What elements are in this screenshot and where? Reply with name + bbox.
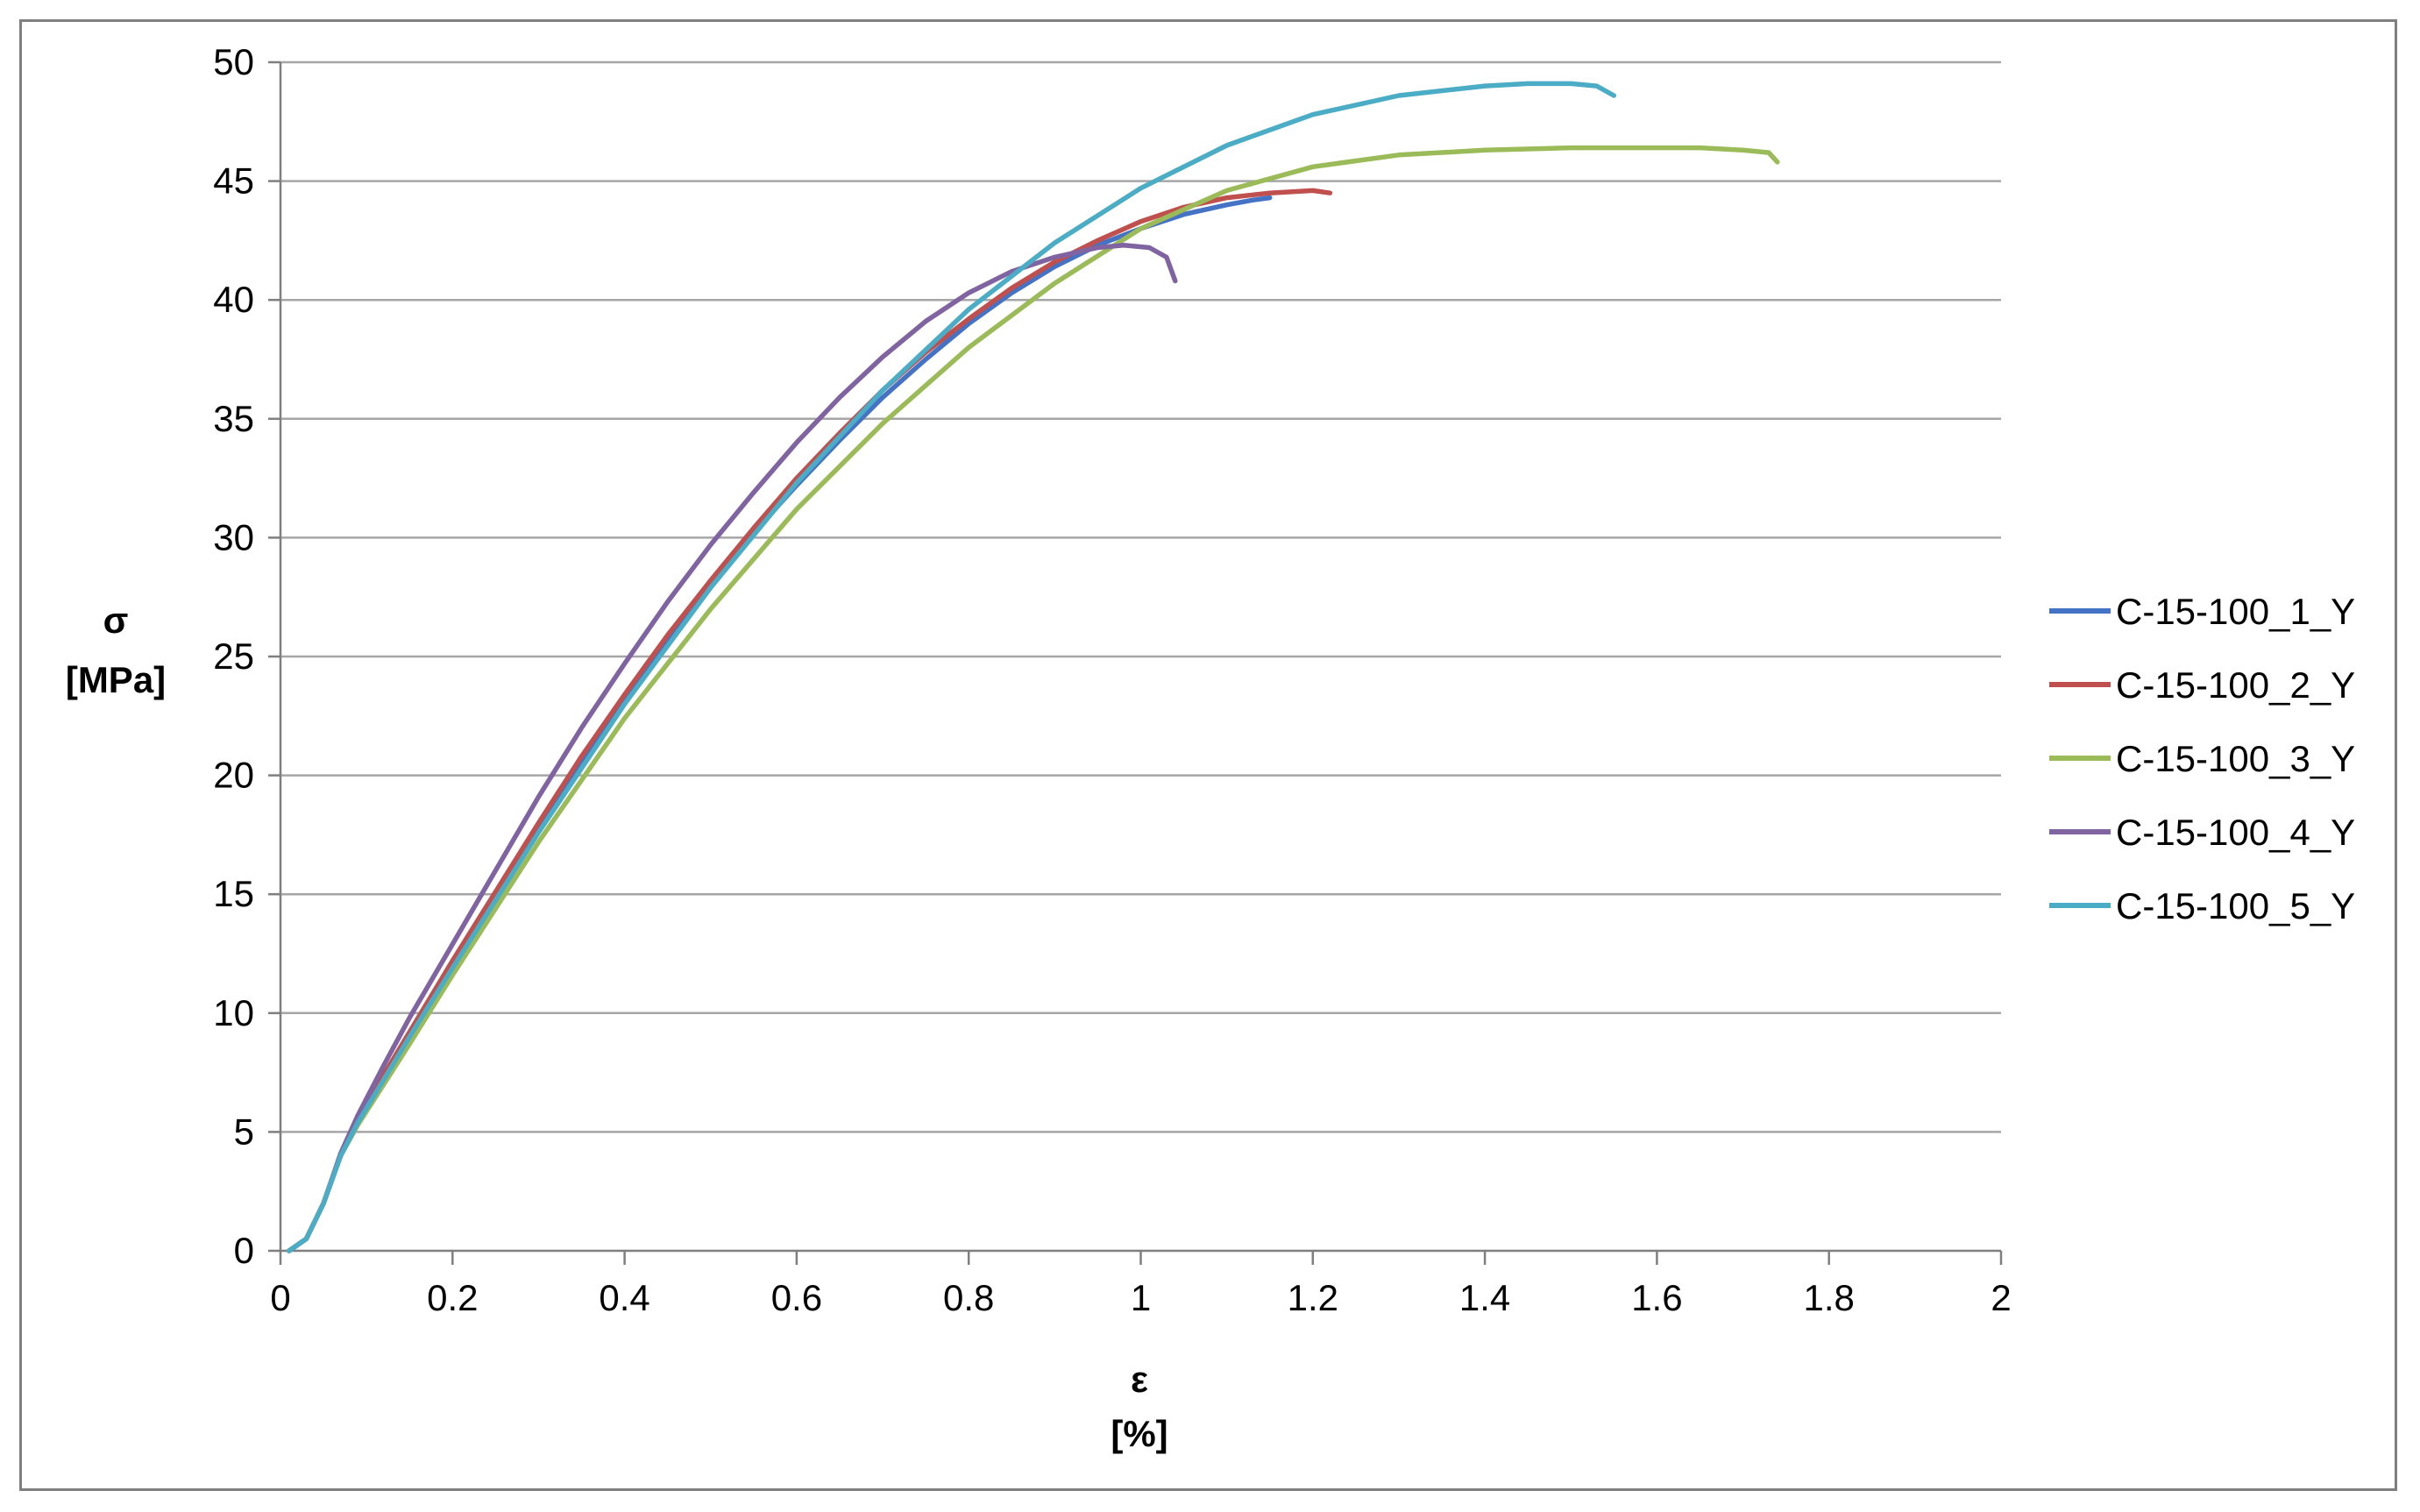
- legend-label: C-15-100_2_Y: [2116, 664, 2355, 706]
- x-tick-label: 0.8: [943, 1277, 994, 1318]
- x-tick-label: 1.8: [1804, 1277, 1855, 1318]
- x-tick-label: 1: [1131, 1277, 1151, 1318]
- x-tick-label: 1.2: [1288, 1277, 1338, 1318]
- legend-item: C-15-100_5_Y: [2049, 885, 2355, 926]
- legend-item: C-15-100_3_Y: [2049, 738, 2355, 779]
- legend-label: C-15-100_4_Y: [2116, 812, 2355, 853]
- axes: 0 5 10 15 20 25 30 35 40 45 50 0 0.2 0.4 0.6 0.8 1 1.2 1.4…: [213, 41, 2011, 1318]
- series-line-C-15-100_5_Y: [287, 81, 1617, 1253]
- y-tick-label: 40: [213, 279, 254, 320]
- axis-labels: σ [MPa] ε [%]: [66, 600, 1168, 1454]
- y-tick-label: 25: [213, 635, 254, 677]
- legend-label: C-15-100_5_Y: [2116, 885, 2355, 926]
- legend-item: C-15-100_1_Y: [2049, 591, 2355, 632]
- y-tick-label: 20: [213, 755, 254, 796]
- y-tick-label: 0: [234, 1230, 254, 1271]
- data-series: [287, 81, 1780, 1253]
- x-axis-title: ε: [1131, 1359, 1148, 1400]
- legend-item: C-15-100_2_Y: [2049, 664, 2355, 706]
- grid-lines: [280, 60, 2001, 1133]
- x-tick-label: 1.6: [1631, 1277, 1682, 1318]
- legend-label: C-15-100_3_Y: [2116, 738, 2355, 779]
- series-line-C-15-100_1_Y: [287, 195, 1273, 1253]
- series-line-C-15-100_2_Y: [287, 188, 1333, 1253]
- y-tick-label: 30: [213, 516, 254, 557]
- legend-item: C-15-100_4_Y: [2049, 812, 2355, 853]
- y-axis-unit: [MPa]: [66, 659, 166, 700]
- y-tick-label: 35: [213, 398, 254, 439]
- series-line-C-15-100_3_Y: [287, 145, 1780, 1253]
- y-tick-label: 50: [213, 41, 254, 82]
- chart-frame: [19, 19, 2397, 1491]
- x-tick-label: 0.6: [771, 1277, 822, 1318]
- y-axis-title: σ: [103, 600, 129, 641]
- x-tick-label: 0: [270, 1277, 290, 1318]
- x-tick-label: 0.2: [427, 1277, 478, 1318]
- x-axis-unit: [%]: [1111, 1413, 1167, 1454]
- x-tick-label: 0.4: [599, 1277, 649, 1318]
- y-tick-label: 10: [213, 992, 254, 1033]
- x-tick-label: 2: [1991, 1277, 2011, 1318]
- series-line-C-15-100_4_Y: [287, 243, 1178, 1253]
- x-tick-label: 1.4: [1459, 1277, 1510, 1318]
- y-tick-label: 45: [213, 160, 254, 202]
- y-tick-label: 15: [213, 873, 254, 914]
- legend-label: C-15-100_1_Y: [2116, 591, 2355, 632]
- y-tick-label: 5: [234, 1111, 254, 1152]
- legend: C-15-100_1_Y C-15-100_2_Y C-15-100_3_Y C-15…: [2049, 591, 2355, 926]
